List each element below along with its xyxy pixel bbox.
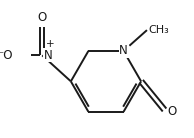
- Text: N: N: [43, 49, 52, 62]
- Text: +: +: [46, 39, 54, 49]
- Text: O: O: [38, 11, 47, 24]
- Text: ⁻O: ⁻O: [0, 49, 12, 62]
- Text: CH₃: CH₃: [148, 25, 169, 35]
- Text: O: O: [167, 105, 176, 118]
- Text: N: N: [119, 44, 128, 57]
